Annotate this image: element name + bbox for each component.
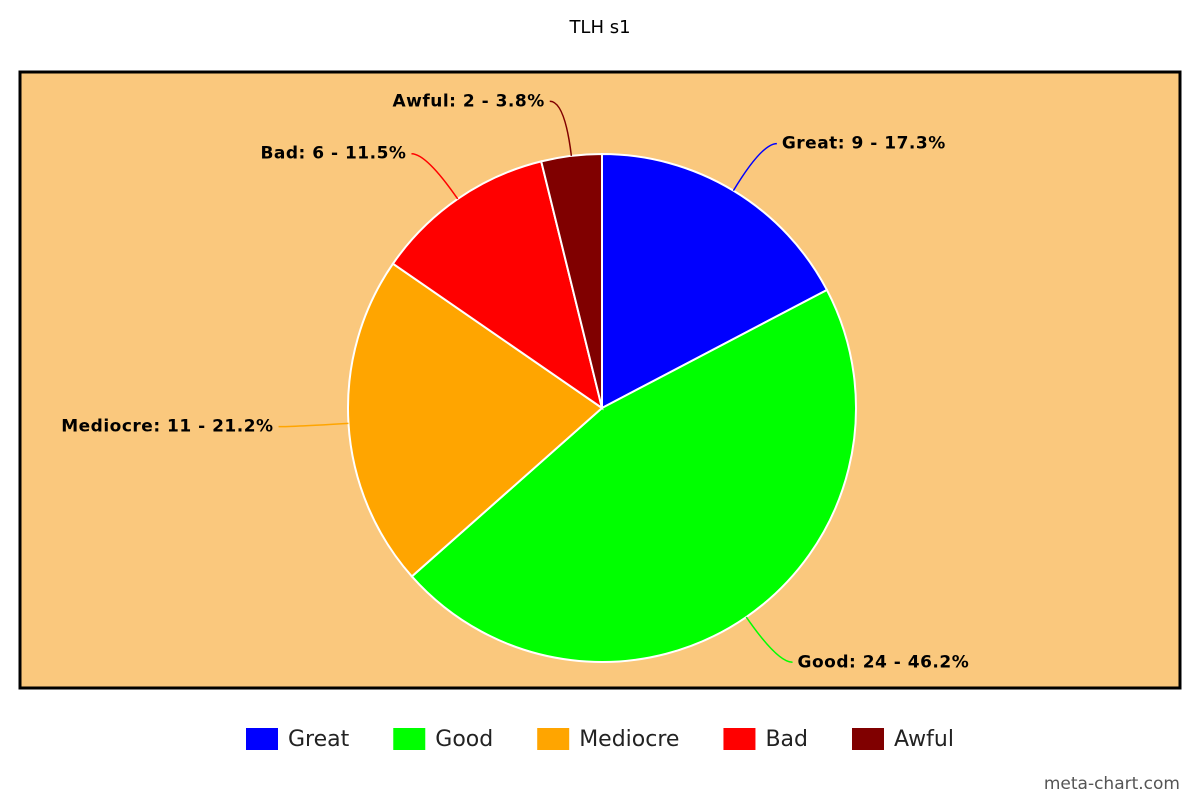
legend-swatch [246, 728, 278, 750]
legend-label: Mediocre [579, 727, 679, 752]
data-label: Good: 24 - 46.2% [798, 652, 970, 672]
watermark: meta-chart.com [1044, 774, 1180, 794]
leader-line [732, 142, 777, 192]
data-label: Bad: 6 - 11.5% [260, 144, 406, 164]
pie-slice [391, 160, 604, 411]
data-label: Awful: 2 - 3.8% [392, 91, 544, 111]
chart-title: TLH s1 [568, 17, 630, 38]
pie-slice [347, 262, 604, 578]
legend-label: Awful [894, 727, 954, 752]
legend-swatch [723, 728, 756, 750]
leader-line [549, 100, 573, 156]
data-label: Mediocre: 11 - 21.2% [61, 417, 273, 437]
leader-line [278, 422, 349, 428]
data-label: Great: 9 - 17.3% [782, 134, 946, 154]
leader-line [745, 616, 793, 664]
pie-slice [601, 152, 829, 410]
legend-label: Bad [765, 727, 808, 752]
legend-swatch [393, 728, 426, 750]
legend-swatch [537, 728, 570, 750]
legend-label: Great [288, 727, 350, 752]
pie-slice [540, 152, 603, 409]
legend-swatch [852, 728, 884, 750]
legend-label: Good [435, 727, 493, 752]
leader-line [411, 152, 459, 200]
